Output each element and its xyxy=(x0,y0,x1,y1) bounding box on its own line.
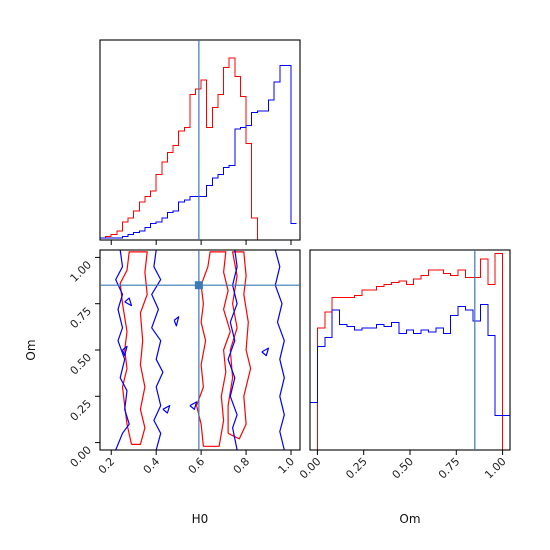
h0-marginal-frame xyxy=(99,39,301,241)
om-tick-label-vertical: 0.25 xyxy=(68,397,95,424)
contour-blue-3 xyxy=(274,249,285,451)
h0-om-joint-panel xyxy=(99,249,301,451)
contour-blue-9 xyxy=(121,345,128,357)
contour-red-2 xyxy=(227,251,252,440)
om-tick-label-vertical: 0.50 xyxy=(68,351,95,378)
y-axis-label-om: Om xyxy=(24,339,38,360)
om-ticks: 0.00 0.25 0.50 0.75 1.00 xyxy=(297,450,509,481)
contour-blue-2 xyxy=(227,249,238,451)
h0-ticks: 0.2 0.4 0.6 0.8 1.0 xyxy=(96,450,297,476)
om-tick-label: 0.50 xyxy=(390,455,417,482)
x-axis-label-h0: H0 xyxy=(192,512,209,526)
contour-blue-0 xyxy=(115,249,130,451)
om-marginal-panel xyxy=(309,249,511,451)
om-tick-label-vertical: 0.75 xyxy=(68,305,95,332)
x-axis-label-om: Om xyxy=(399,512,420,526)
om-marginal-blue-histogram xyxy=(309,304,510,450)
om-tick-label: 1.00 xyxy=(482,455,509,482)
om-tick-label-vertical: 0.00 xyxy=(68,444,95,471)
contour-blue-7 xyxy=(124,297,133,307)
om-ticks-vertical: 0.00 0.25 0.50 0.75 1.00 xyxy=(68,256,100,471)
om-marginal-red-histogram xyxy=(310,253,510,451)
contour-red-0 xyxy=(119,251,148,445)
om-tick-label: 0.75 xyxy=(436,455,463,482)
h0-tick-label: 0.8 xyxy=(231,455,253,477)
truth-marker xyxy=(194,281,203,290)
contour-blue-6 xyxy=(173,316,180,327)
contour-blue-5 xyxy=(189,401,198,410)
h0-marginal-ticks xyxy=(110,240,292,245)
contour-blue-1 xyxy=(151,249,164,451)
contour-red-1 xyxy=(196,251,231,447)
om-tick-label: 0.00 xyxy=(297,455,324,482)
h0-marginal-red-histogram xyxy=(99,57,297,241)
h0-tick-label: 0.6 xyxy=(186,455,208,477)
om-tick-label: 0.25 xyxy=(343,455,370,482)
h0-tick-label: 1.0 xyxy=(276,455,298,477)
contour-blue-4 xyxy=(162,405,171,414)
om-tick-label-vertical: 1.00 xyxy=(68,258,95,285)
h0-tick-label: 0.2 xyxy=(96,455,118,477)
om-marginal-frame xyxy=(309,249,511,451)
contour-blue-8 xyxy=(261,347,270,357)
h0-marginal-panel xyxy=(99,39,301,241)
h0-tick-label: 0.4 xyxy=(141,455,163,477)
